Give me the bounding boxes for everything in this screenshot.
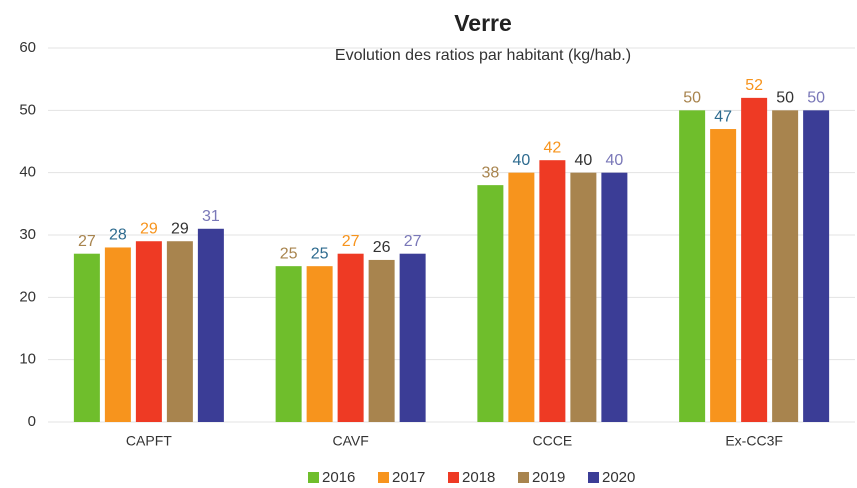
data-label: 40 (605, 152, 623, 169)
legend-swatch (378, 472, 389, 483)
legend-label: 2020 (602, 469, 635, 486)
data-label: 26 (373, 239, 391, 256)
data-label: 42 (543, 139, 561, 156)
bar (741, 97, 768, 422)
data-label: 27 (78, 233, 96, 250)
bar (601, 172, 628, 422)
data-label: 28 (109, 227, 127, 244)
data-label: 27 (404, 233, 422, 250)
data-label: 50 (776, 90, 794, 107)
bar (772, 110, 799, 422)
data-label: 29 (171, 220, 189, 237)
y-tick-label: 40 (19, 164, 36, 181)
legend-label: 2019 (532, 469, 565, 486)
bar (477, 185, 504, 422)
legend-swatch (308, 472, 319, 483)
y-tick-label: 0 (28, 413, 36, 430)
chart-subtitle: Evolution des ratios par habitant (kg/ha… (335, 47, 631, 64)
data-label: 29 (140, 220, 158, 237)
legend-swatch (448, 472, 459, 483)
chart-title: Verre (454, 10, 512, 36)
data-label: 47 (714, 108, 732, 125)
data-label: 27 (342, 233, 360, 250)
bar (803, 110, 830, 422)
x-tick-label: Ex-CC3F (725, 433, 783, 449)
y-tick-label: 50 (19, 101, 36, 118)
bar (337, 253, 364, 422)
bar (570, 172, 597, 422)
y-tick-label: 10 (19, 351, 36, 368)
bar (275, 266, 302, 422)
data-label: 38 (481, 164, 499, 181)
bar (73, 253, 100, 422)
x-tick-label: CAPFT (126, 433, 172, 449)
data-label: 25 (280, 245, 298, 262)
bar (166, 241, 193, 422)
legend-label: 2018 (462, 469, 495, 486)
legend-label: 2017 (392, 469, 425, 486)
data-label: 31 (202, 208, 220, 225)
data-label: 50 (683, 90, 701, 107)
y-tick-label: 30 (19, 226, 36, 243)
bar (306, 266, 333, 422)
legend-swatch (588, 472, 599, 483)
legend-swatch (518, 472, 529, 483)
data-label: 40 (574, 152, 592, 169)
bar (508, 172, 535, 422)
y-tick-label: 20 (19, 288, 36, 305)
data-label: 50 (807, 90, 825, 107)
bar (368, 259, 395, 422)
data-label: 52 (745, 77, 763, 94)
x-tick-label: CAVF (332, 433, 368, 449)
bar (197, 228, 224, 422)
bar (135, 241, 162, 422)
legend-label: 2016 (322, 469, 355, 486)
bar (399, 253, 426, 422)
data-label: 40 (512, 152, 530, 169)
x-tick-label: CCCE (533, 433, 573, 449)
y-tick-label: 60 (19, 39, 36, 56)
bar (104, 247, 131, 422)
bar (539, 160, 566, 422)
bar (679, 110, 706, 422)
bar (710, 129, 737, 423)
data-label: 25 (311, 245, 329, 262)
